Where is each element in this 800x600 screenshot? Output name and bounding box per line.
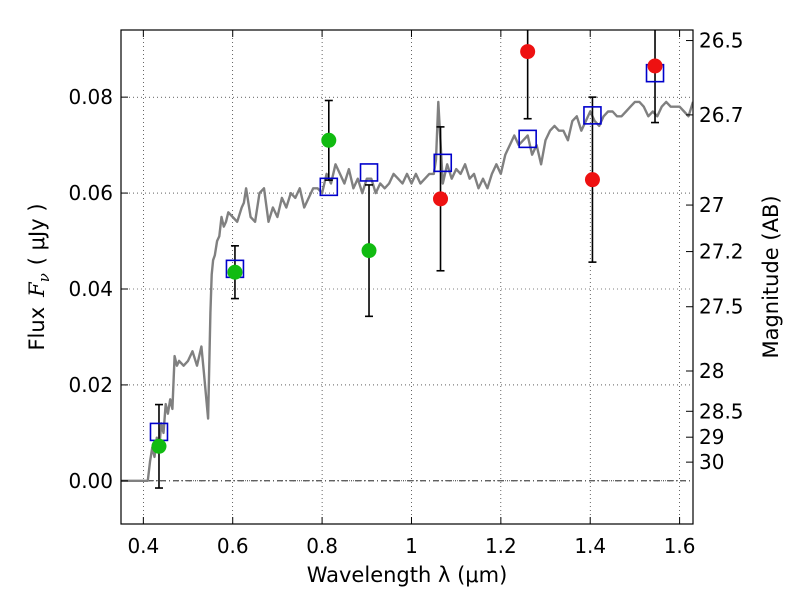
y-tick-label: 0.06 xyxy=(68,181,113,205)
y2-axis-title: Magnitude (AB) xyxy=(759,195,783,358)
y-axis-title: Flux Fν ( μJy ) xyxy=(25,203,53,350)
y2-tick-label: 29 xyxy=(699,425,724,449)
y-tick-label: 0.00 xyxy=(68,469,113,493)
x-tick-label: 0.6 xyxy=(217,534,249,558)
y2-tick-label: 26.5 xyxy=(699,29,744,53)
x-tick-label: 1 xyxy=(405,534,418,558)
y-tick-label: 0.04 xyxy=(68,277,113,301)
observed-point-nir xyxy=(647,58,663,74)
y2-tick-label: 28 xyxy=(699,359,724,383)
y-axis-title-unit: ( μJy ) xyxy=(25,203,49,265)
error-bars xyxy=(154,30,660,489)
x-tick-label: 1.2 xyxy=(485,534,517,558)
observed-point-nir xyxy=(433,191,449,207)
model-photometry-square xyxy=(518,129,537,149)
observed-point-nir xyxy=(584,172,600,188)
y-tick-label: 0.02 xyxy=(68,373,113,397)
observed-point-nir xyxy=(520,44,536,60)
grid xyxy=(121,30,693,524)
observed-point-optical xyxy=(151,438,167,454)
y2-tick-label: 26.7 xyxy=(699,103,744,127)
observed-point-optical xyxy=(361,243,377,259)
x-tick-label: 0.4 xyxy=(127,534,159,558)
y-tick-label: 0.08 xyxy=(68,85,113,109)
plot-frame xyxy=(120,29,694,525)
y-axis-title-symbol: F xyxy=(25,281,49,298)
observed-points xyxy=(151,44,663,454)
y2-tick-label: 30 xyxy=(699,450,724,474)
observed-point-optical xyxy=(227,264,243,280)
y-axis-title-prefix: Flux xyxy=(25,307,49,351)
y-axis-ticks: 0.00 0.02 0.04 0.06 0.08 xyxy=(68,85,128,493)
model-photometry-square xyxy=(583,106,602,125)
model-spectrum-group xyxy=(121,100,693,482)
model-photometry-square xyxy=(359,163,379,182)
model-photometry-square xyxy=(319,177,339,197)
observed-point-optical xyxy=(321,132,337,148)
y2-tick-label: 28.5 xyxy=(699,399,744,423)
model-spectrum-line xyxy=(121,100,693,482)
y2-tick-label: 27.2 xyxy=(699,240,744,264)
x-axis-ticks: 0.4 0.6 0.8 1 1.2 1.4 1.6 xyxy=(127,30,696,558)
x-axis-title: Wavelength λ (μm) xyxy=(307,563,508,587)
y-axis-title-subscript: ν xyxy=(35,273,53,282)
x-tick-label: 1.4 xyxy=(574,534,606,558)
y2-tick-label: 27 xyxy=(699,193,724,217)
y2-tick-label: 27.5 xyxy=(699,295,744,319)
model-photometry-square xyxy=(433,153,453,173)
x-tick-label: 0.8 xyxy=(306,534,338,558)
x-tick-label: 1.6 xyxy=(664,534,696,558)
